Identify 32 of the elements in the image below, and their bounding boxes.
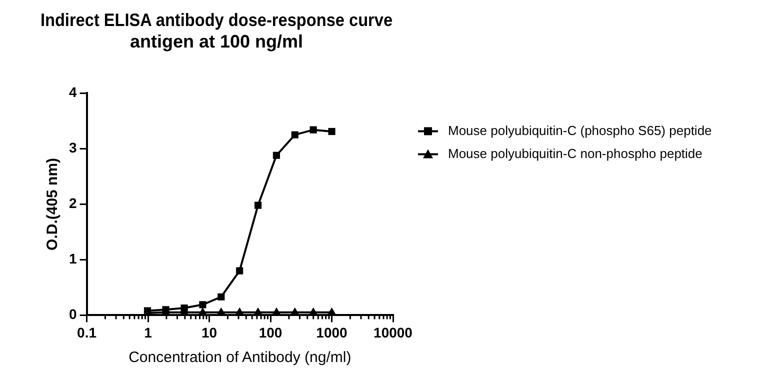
x-tick-label: 100 [258,324,282,340]
point [291,131,298,138]
y-tick-label: 2 [68,195,77,212]
point [272,307,281,315]
y-tick-label: 4 [68,84,77,100]
point [199,301,206,308]
y-tick-label: 0 [68,306,77,322]
y-axis-title: O.D.(405 nm) [44,158,62,250]
legend-label: Mouse polyubiquitin-C (phospho S65) peptide [448,122,712,138]
y-tick-label: 1 [68,250,77,267]
x-tick-label: 1 [144,324,152,340]
point [216,307,226,315]
point [290,307,300,315]
point [198,307,208,315]
point [218,293,225,300]
point [327,307,336,315]
x-tick-label: 1000 [316,324,348,340]
x-axis-title: Concentration of Antibody (ng/ml) [128,349,352,366]
chart-title: Indirect ELISA antibody dose-response curve antigen at 100 ng/ml [40,9,393,52]
point [254,307,262,315]
point [254,202,262,209]
point [308,307,318,315]
point [235,307,244,315]
x-tick-label: 10000 [374,324,413,340]
x-tick-label: 10 [201,324,218,340]
point [272,152,280,159]
point [328,128,336,136]
point [236,267,244,274]
x-tick-label: 0.1 [77,324,97,340]
legend-label: Mouse polyubiquitin-C non-phospho peptide [448,146,702,161]
y-tick-label: 3 [68,140,77,156]
point [310,126,317,134]
